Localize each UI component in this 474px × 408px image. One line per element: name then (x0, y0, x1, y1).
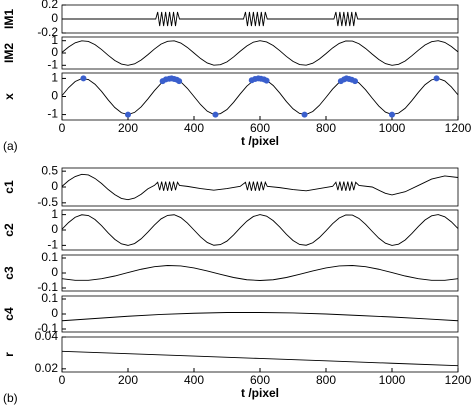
panel-label: (b) (3, 391, 18, 405)
y-tick-label: 0 (51, 179, 58, 193)
y-tick-label: 0 (51, 89, 58, 103)
y-tick-label: 0 (51, 306, 58, 320)
extremum-marker (212, 111, 219, 118)
extremum-marker (263, 77, 270, 84)
signal-line (61, 312, 459, 322)
y-axis-label: IM2 (2, 43, 16, 63)
x-tick-label: 1200 (445, 373, 472, 387)
x-tick-label: 0 (59, 373, 66, 387)
x-tick-label: 800 (316, 121, 336, 135)
y-tick-label: 1 (51, 71, 58, 85)
y-tick-label: 0.1 (41, 250, 58, 264)
y-tick-label: -0.2 (37, 25, 58, 39)
axes-frame (61, 295, 459, 333)
y-axis-label: x (2, 93, 16, 100)
x-tick-label: 600 (250, 121, 270, 135)
x-tick-label: 0 (59, 121, 66, 135)
y-axis-label: IM1 (2, 9, 16, 29)
extremum-marker (80, 75, 87, 82)
y-tick-label: 0 (51, 222, 58, 236)
x-axis-label: t /pixel (241, 134, 279, 148)
signal-line (61, 214, 459, 246)
x-tick-label: 1000 (379, 373, 406, 387)
axes-frame (61, 336, 459, 373)
y-axis-label: c3 (2, 266, 16, 280)
x-tick-label: 1200 (445, 121, 472, 135)
y-tick-label: -0.1 (37, 321, 58, 335)
x-tick-label: 400 (184, 373, 204, 387)
y-tick-label: -0.5 (37, 195, 58, 209)
x-tick-label: 200 (118, 121, 138, 135)
y-tick-label: -1 (47, 238, 58, 252)
x-tick-label: 800 (316, 373, 336, 387)
signal-line (61, 350, 459, 367)
extremum-marker (389, 111, 395, 118)
extremum-marker (352, 78, 359, 85)
x-tick-label: 400 (184, 121, 204, 135)
y-tick-label: 1 (51, 207, 58, 221)
extremum-marker (301, 111, 308, 118)
extremum-marker (433, 75, 440, 82)
y-tick-label: 1 (51, 33, 58, 47)
axes-frame (61, 254, 459, 292)
y-tick-label: 0.02 (35, 361, 59, 375)
y-tick-label: 0.5 (41, 163, 58, 177)
y-tick-label: 0 (51, 265, 58, 279)
y-axis-label: c1 (2, 180, 16, 194)
y-tick-label: 0.2 (41, 0, 58, 11)
y-tick-label: 0 (51, 11, 58, 25)
y-tick-label: -0.1 (37, 280, 58, 294)
extremum-marker (176, 78, 183, 85)
y-tick-label: -1 (47, 57, 58, 71)
signal-line (62, 11, 458, 27)
y-axis-label: c2 (2, 223, 16, 237)
panel-label: (a) (3, 139, 18, 153)
y-tick-label: 0.1 (41, 291, 58, 305)
y-tick-label: 0 (51, 45, 58, 59)
y-tick-label: 0.04 (35, 329, 59, 343)
y-axis-label: r (2, 352, 16, 357)
signal-line (61, 40, 459, 66)
y-tick-label: -1 (47, 107, 58, 121)
signal-line (61, 173, 459, 201)
y-axis-label: c4 (2, 307, 16, 321)
extremum-marker (125, 111, 131, 118)
signal-line (61, 77, 459, 116)
x-tick-label: 1000 (379, 121, 406, 135)
x-tick-label: 200 (118, 373, 138, 387)
x-tick-label: 600 (250, 373, 270, 387)
signal-line (61, 265, 459, 281)
x-axis-label: t /pixel (241, 386, 279, 400)
